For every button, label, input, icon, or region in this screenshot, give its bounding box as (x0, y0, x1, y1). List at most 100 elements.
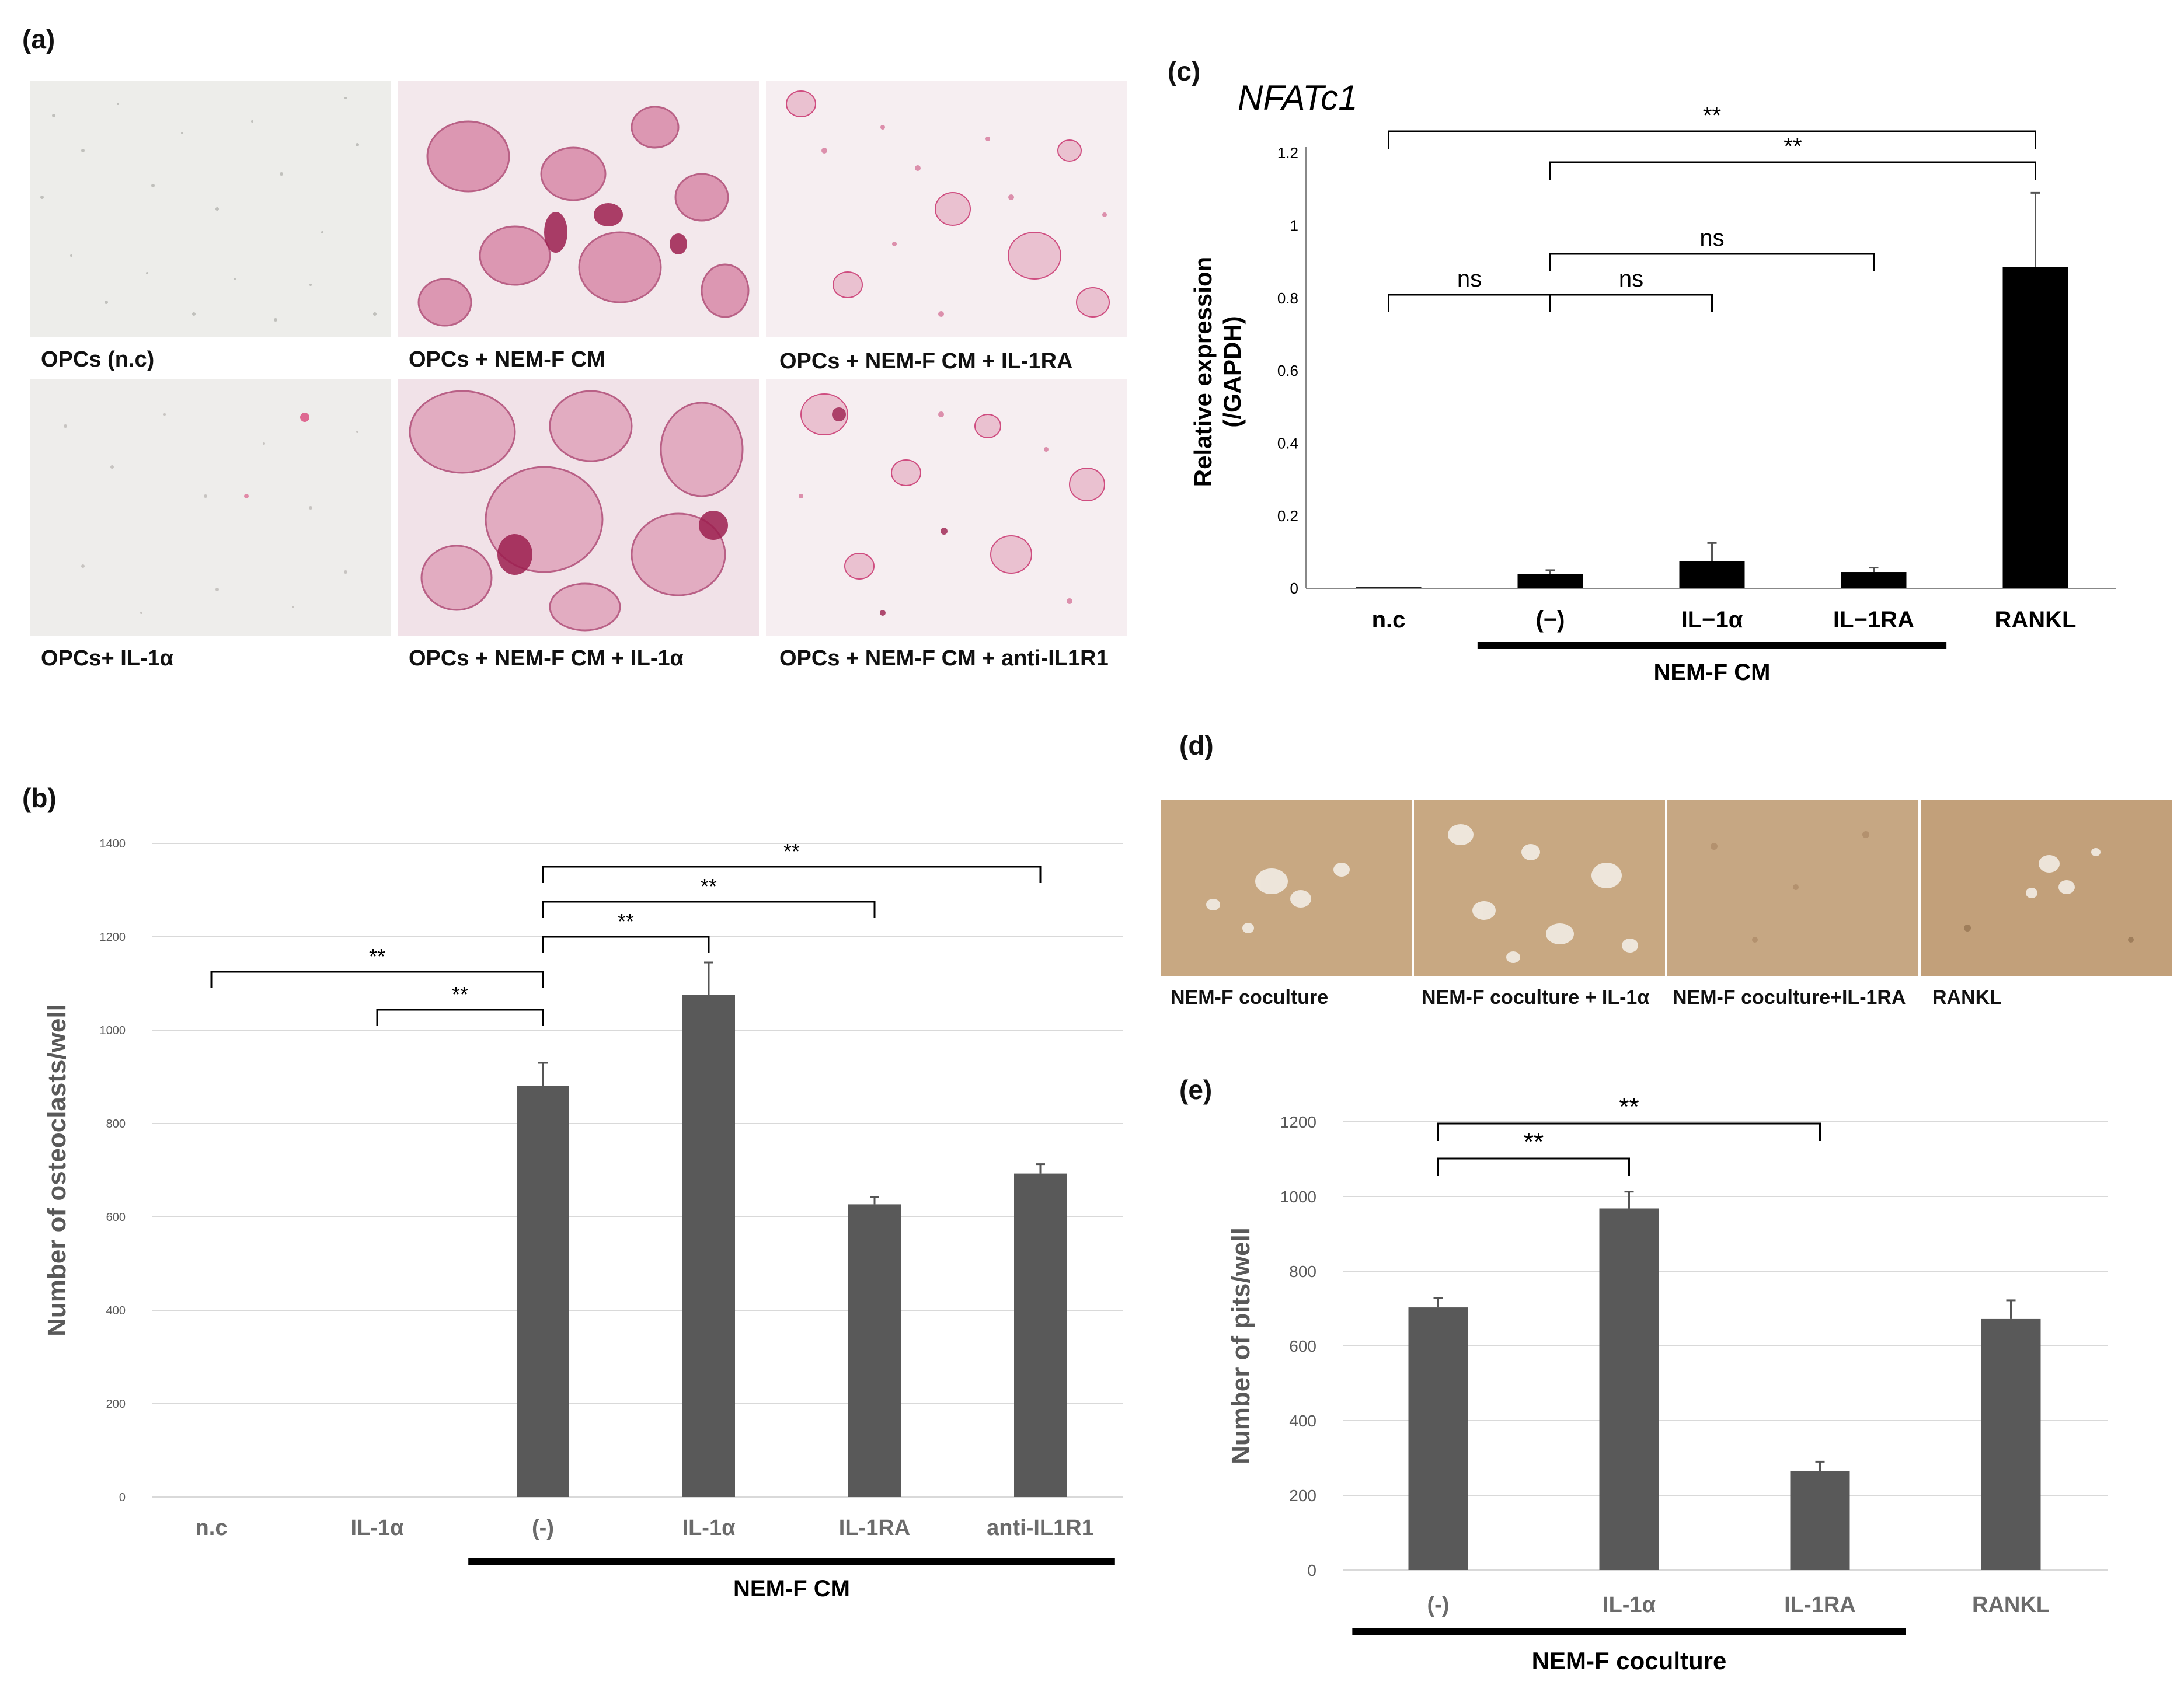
category-label-c-3: IL−1RA (1833, 607, 1914, 633)
pit-image-nemf-coculture-il1a-texture (1448, 824, 1638, 963)
bar-b-5 (1014, 1173, 1067, 1497)
micrograph-opcs-nemf-cm-il1ra (766, 81, 1127, 337)
significance-label-c-4: ns (1619, 266, 1643, 292)
y-tick-label-b: 1000 (100, 1024, 126, 1037)
y-tick-label-c: 0 (1290, 580, 1298, 597)
panel-label-a: (a) (22, 24, 55, 54)
micrograph-opcs-nemf-cm-texture (417, 106, 750, 327)
significance-label-b-0: ** (369, 944, 385, 968)
group-label-c: NEM-F CM (1654, 660, 1771, 685)
caption-opcs-nemf-cm-anti-il1r1: OPCs + NEM-F CM + anti-IL1R1 (779, 646, 1109, 671)
bar-e-0 (1408, 1307, 1468, 1570)
significance-label-b-4: ** (783, 839, 800, 863)
panel-label-d: (d) (1179, 730, 1214, 760)
y-tick-label-e: 200 (1289, 1487, 1316, 1505)
y-axis-label-c: Relative expression (1189, 257, 1217, 487)
category-label-c-4: RANKL (1995, 607, 2077, 633)
caption-nemf-coculture-il1a: NEM-F coculture + IL-1α (1422, 986, 1650, 1009)
category-label-e-2: IL-1RA (1784, 1593, 1855, 1617)
significance-label-b-2: ** (618, 909, 634, 933)
y-tick-label-c: 0.4 (1277, 434, 1298, 452)
y-tick-label-b: 1400 (100, 838, 126, 850)
category-label-b-0: n.c (196, 1516, 228, 1540)
pit-image-rankl (1921, 800, 2172, 976)
panel-label-e: (e) (1179, 1075, 1213, 1105)
bar-b-2 (517, 1086, 569, 1497)
y-tick-label-c: 1 (1290, 217, 1298, 234)
micrograph-opcs-nemf-cm (398, 81, 759, 337)
y-tick-label-b: 0 (119, 1491, 126, 1504)
significance-bracket-c-1 (1549, 161, 2036, 180)
micrograph-opcs-il1a (30, 379, 391, 636)
significance-label-c-2: ns (1699, 225, 1724, 251)
micrograph-opcs-nemf-cm-il1a (398, 379, 759, 636)
significance-label-e-1: ** (1619, 1093, 1639, 1121)
y-tick-label-b: 400 (106, 1304, 126, 1317)
group-bar-c (1477, 642, 1947, 649)
y-tick-label-e: 600 (1289, 1337, 1316, 1355)
micrograph-opcs-nemf-cm-il1ra-texture (786, 90, 1110, 318)
y-axis-label-e: Number of pits/well (1227, 1227, 1255, 1464)
y-tick-label-c: 0.8 (1277, 289, 1298, 307)
caption-opcs-il1a: OPCs+ IL-1α (41, 646, 174, 671)
pit-image-nemf-coculture-il1a (1414, 800, 1665, 976)
y-tick-label-b: 600 (106, 1211, 126, 1224)
y-tick-label-e: 800 (1289, 1262, 1316, 1281)
category-label-e-3: RANKL (1972, 1593, 2050, 1617)
bar-b-3 (682, 995, 735, 1497)
significance-bracket-c-4 (1549, 294, 1713, 312)
caption-rankl: RANKL (1932, 986, 2002, 1009)
category-label-b-5: anti-IL1R1 (987, 1516, 1094, 1540)
category-label-b-2: (-) (532, 1516, 554, 1540)
category-label-c-1: (−) (1536, 607, 1565, 633)
y-tick-label-e: 0 (1307, 1561, 1316, 1579)
category-label-b-1: IL-1α (351, 1516, 404, 1540)
significance-label-e-0: ** (1524, 1128, 1544, 1156)
y-axis-label-b: Number of osteoclasts/well (43, 1004, 71, 1337)
caption-opcs-nemf-cm-il1a: OPCs + NEM-F CM + IL-1α (409, 646, 684, 671)
caption-opcs-nemf-cm-il1ra: OPCs + NEM-F CM + IL-1RA (779, 349, 1073, 374)
bar-b-4 (848, 1204, 901, 1497)
y-tick-label-c: 0.6 (1277, 362, 1298, 379)
category-label-b-4: IL-1RA (839, 1516, 910, 1540)
caption-nemf-coculture: NEM-F coculture (1171, 986, 1329, 1009)
significance-bracket-c-2 (1549, 253, 1875, 271)
y-tick-label-b: 1200 (100, 931, 126, 944)
significance-label-b-3: ** (701, 874, 717, 898)
bar-c-2 (1679, 561, 1745, 588)
significance-bracket-b-3 (542, 901, 876, 918)
pit-image-rankl-texture (1964, 848, 2134, 943)
category-label-c-2: IL−1α (1681, 607, 1743, 633)
y-tick-label-b: 200 (106, 1398, 126, 1411)
caption-nemf-coculture-il1ra: NEM-F coculture+IL-1RA (1673, 986, 1906, 1009)
panel-label-b: (b) (22, 783, 57, 813)
category-label-c-0: n.c (1372, 607, 1406, 633)
pit-image-nemf-coculture-il1ra-texture (1711, 831, 1869, 943)
bar-c-4 (2002, 267, 2068, 588)
micrograph-opcs-nc-texture (40, 97, 377, 322)
significance-bracket-b-0 (210, 971, 544, 988)
pit-image-nemf-coculture (1161, 800, 1412, 976)
micrograph-opcs-nemf-cm-il1a-texture (409, 390, 744, 632)
bar-e-1 (1599, 1208, 1659, 1570)
micrograph-opcs-nemf-cm-anti-il1r1-texture (799, 393, 1105, 616)
category-label-e-0: (-) (1427, 1593, 1450, 1617)
micrograph-opcs-il1a-texture (64, 413, 358, 614)
y-tick-label-e: 1200 (1280, 1113, 1316, 1131)
group-label-b: NEM-F CM (733, 1576, 850, 1602)
significance-bracket-c-0 (1388, 130, 2036, 149)
y-tick-label-e: 400 (1289, 1412, 1316, 1430)
y-axis-label2-c: (/GAPDH) (1218, 316, 1246, 427)
chart-title-c: NFATc1 (1238, 78, 1358, 117)
bar-e-3 (1981, 1318, 2041, 1570)
significance-bracket-e-1 (1437, 1122, 1821, 1141)
bar-c-0 (1356, 587, 1422, 588)
group-bar-b (468, 1558, 1115, 1565)
caption-opcs-nc: OPCs (n.c) (41, 347, 155, 372)
significance-bracket-b-1 (376, 1009, 544, 1026)
significance-label-b-1: ** (452, 982, 468, 1006)
y-tick-label-e: 1000 (1280, 1188, 1316, 1206)
significance-label-c-0: ** (1703, 103, 1721, 128)
group-bar-e (1352, 1628, 1906, 1635)
